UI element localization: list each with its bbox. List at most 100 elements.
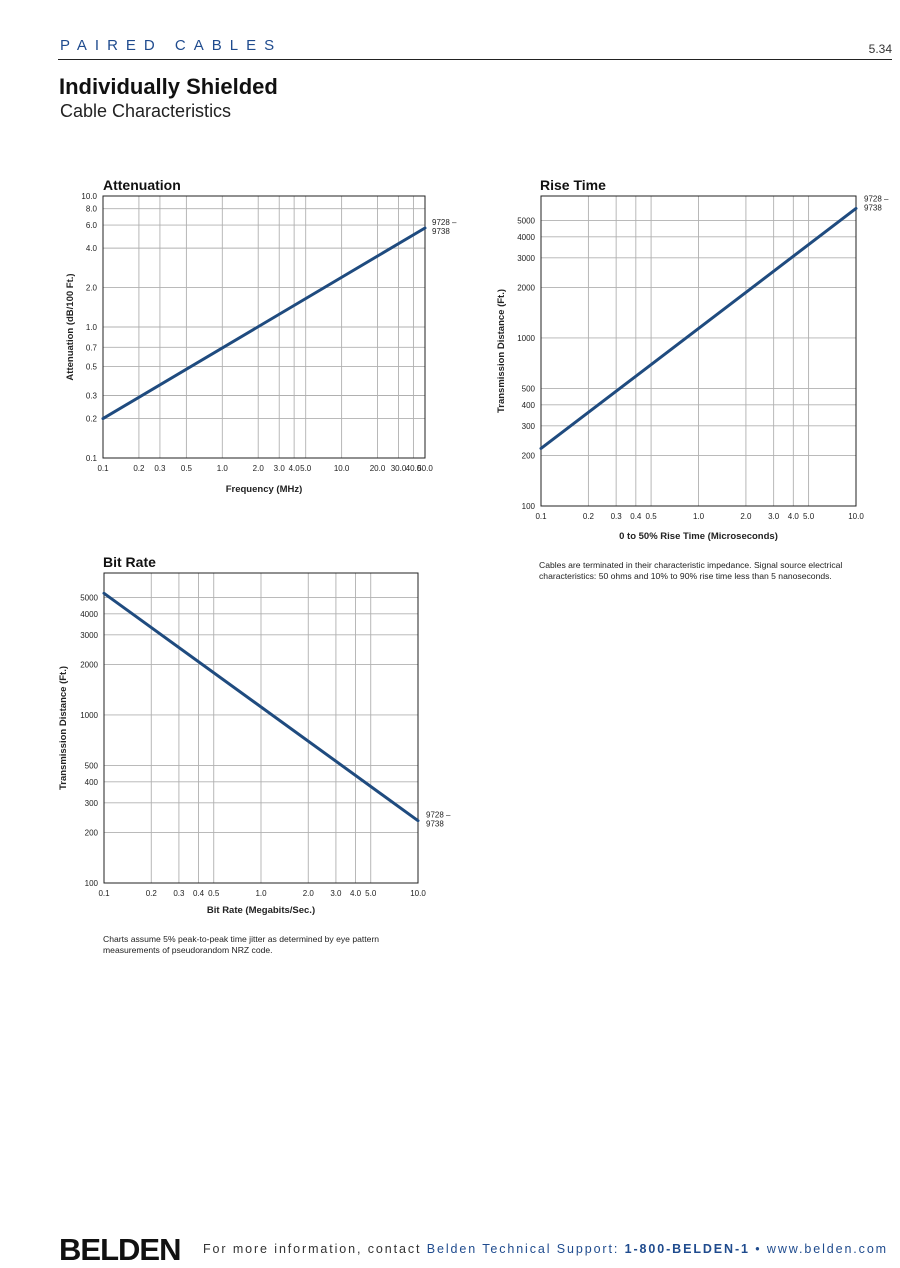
x-tick-label: 20.0 [370,464,386,473]
y-tick-label: 1000 [80,711,98,720]
x-tick-label: 0.2 [583,512,595,521]
y-tick-label: 100 [85,879,99,888]
y-tick-label: 0.5 [86,362,98,371]
series-line [539,206,858,450]
footer-phone[interactable]: 1-800-BELDEN-1 [624,1242,750,1256]
bit-rate-note: Charts assume 5% peak-to-peak time jitte… [103,934,380,955]
bit-rate-chart-title: Bit Rate [103,554,156,570]
section-label: PAIRED CABLES [60,37,283,54]
footer-prefix: For more information, contact [203,1242,427,1256]
y-tick-label: 3000 [517,254,535,263]
y-tick-label: 300 [85,799,99,808]
footer-website-link[interactable]: www.belden.com [766,1242,888,1256]
x-tick-label: 2.0 [303,889,315,898]
x-tick-label: 0.3 [611,512,623,521]
x-tick-label: 40.0 [406,464,422,473]
x-tick-label: 10.0 [848,512,864,521]
y-tick-label: 400 [85,778,99,787]
x-tick-label: 4.0 [788,512,800,521]
x-tick-label: 0.3 [173,889,185,898]
y-tick-label: 2.0 [86,284,98,293]
x-tick-label: 30.0 [391,464,407,473]
footer-separator: • [749,1242,767,1256]
x-tick-label: 10.0 [410,889,426,898]
y-tick-label: 2000 [80,660,98,669]
rise-time-note: Cables are terminated in their character… [539,560,843,581]
y-tick-label: 4000 [517,233,535,242]
series-label: 9728 –9738 [864,194,889,212]
x-tick-label: 5.0 [803,512,815,521]
x-tick-label: 1.0 [693,512,705,521]
x-tick-label: 5.0 [300,464,312,473]
y-tick-label: 1.0 [86,323,98,332]
x-tick-label: 0.2 [133,464,145,473]
x-tick-label: 0.1 [535,512,547,521]
x-tick-label: 0.1 [98,889,110,898]
footer-support-label: Belden Technical Support: [426,1242,625,1256]
x-tick-label: 1.0 [217,464,229,473]
rise-time-chart-title: Rise Time [540,177,606,193]
footer-contact: For more information, contact Belden Tec… [203,1242,888,1256]
x-tick-label: 5.0 [365,889,377,898]
y-tick-label: 200 [522,451,536,460]
plot-frame [103,572,419,884]
plot-frame [102,195,426,459]
x-tick-label: 10.0 [334,464,350,473]
y-tick-label: 2000 [517,283,535,292]
x-tick-label: 50.0 [417,464,433,473]
x-tick-label: 3.0 [768,512,780,521]
x-tick-label: 0.4 [630,512,642,521]
y-tick-label: 1000 [517,334,535,343]
y-tick-label: 500 [522,385,536,394]
y-tick-label: 400 [522,401,536,410]
page-number: 5.34 [868,42,892,56]
y-axis-label: Transmission Distance (Ft.) [58,666,69,790]
x-tick-label: 4.0 [350,889,362,898]
x-tick-label: 1.0 [255,889,267,898]
x-tick-label: 0.5 [646,512,658,521]
y-tick-label: 4000 [80,610,98,619]
x-tick-label: 3.0 [274,464,286,473]
page-title: Individually Shielded [59,74,278,99]
x-axis-label: Frequency (MHz) [226,484,303,495]
y-tick-label: 4.0 [86,244,98,253]
x-tick-label: 0.4 [193,889,205,898]
y-tick-label: 6.0 [86,221,98,230]
page-subtitle: Cable Characteristics [60,101,232,121]
y-tick-label: 500 [85,762,99,771]
series-label: 9728 –9738 [426,811,451,829]
y-tick-label: 300 [522,422,536,431]
y-tick-label: 5000 [80,594,98,603]
y-tick-label: 0.7 [86,343,98,352]
x-tick-label: 0.2 [146,889,158,898]
x-tick-label: 3.0 [330,889,342,898]
x-tick-label: 0.1 [97,464,109,473]
y-tick-label: 0.3 [86,391,98,400]
series-line [102,591,420,823]
y-axis-label: Attenuation (dB/100 Ft.) [65,273,76,380]
attenuation-chart-title: Attenuation [103,177,181,193]
x-tick-label: 4.0 [289,464,301,473]
x-tick-label: 2.0 [253,464,265,473]
x-tick-label: 0.5 [181,464,193,473]
y-tick-label: 0.1 [86,454,98,463]
y-tick-label: 0.2 [86,415,98,424]
header-rule [58,59,892,60]
y-tick-label: 8.0 [86,205,98,214]
series-label: 9728 –9738 [432,218,457,236]
series-line [101,226,427,421]
belden-logo: BELDEN [59,1232,181,1267]
x-axis-label: Bit Rate (Megabits/Sec.) [207,905,315,916]
plot-frame [540,195,857,507]
x-tick-label: 2.0 [740,512,752,521]
x-tick-label: 0.3 [154,464,166,473]
y-tick-label: 3000 [80,631,98,640]
y-tick-label: 200 [85,828,99,837]
x-axis-label: 0 to 50% Rise Time (Microseconds) [619,531,778,542]
y-tick-label: 5000 [517,217,535,226]
x-tick-label: 0.5 [208,889,220,898]
y-tick-label: 100 [522,502,536,511]
